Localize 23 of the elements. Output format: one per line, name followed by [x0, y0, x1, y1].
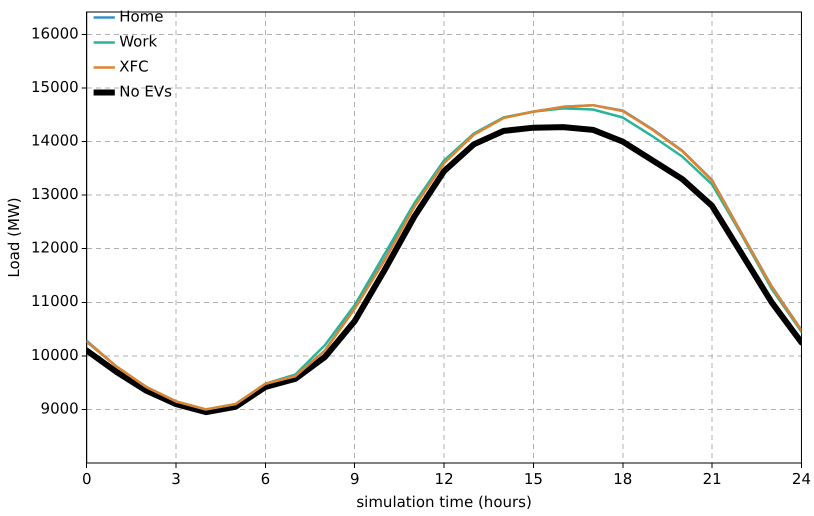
y-tick-label: 13000	[31, 185, 79, 204]
y-tick-label: 11000	[31, 292, 79, 310]
y-tick-label: 14000	[31, 132, 79, 150]
x-tick-label: 9	[350, 470, 360, 488]
x-tick-label: 0	[82, 470, 92, 488]
y-tick-label: 9000	[40, 399, 79, 418]
x-tick-label: 24	[792, 470, 812, 488]
y-axis-title: Load (MW)	[4, 197, 23, 278]
x-tick-label: 18	[613, 470, 632, 488]
x-tick-label: 6	[260, 470, 270, 488]
x-tick-label: 3	[171, 470, 181, 488]
y-tick-label: 10000	[31, 346, 79, 364]
x-tick-label: 15	[524, 470, 543, 488]
x-tick-label: 21	[702, 470, 722, 488]
x-tick-label: 12	[434, 470, 454, 488]
legend-label: Home	[119, 7, 164, 26]
y-tick-label: 16000	[31, 24, 79, 42]
legend-label: No EVs	[119, 82, 172, 100]
x-axis-title: simulation time (hours)	[356, 492, 532, 511]
y-tick-label: 12000	[31, 238, 79, 257]
legend-label: Work	[119, 32, 158, 50]
legend-label: XFC	[119, 57, 149, 76]
y-tick-label: 15000	[31, 78, 79, 96]
